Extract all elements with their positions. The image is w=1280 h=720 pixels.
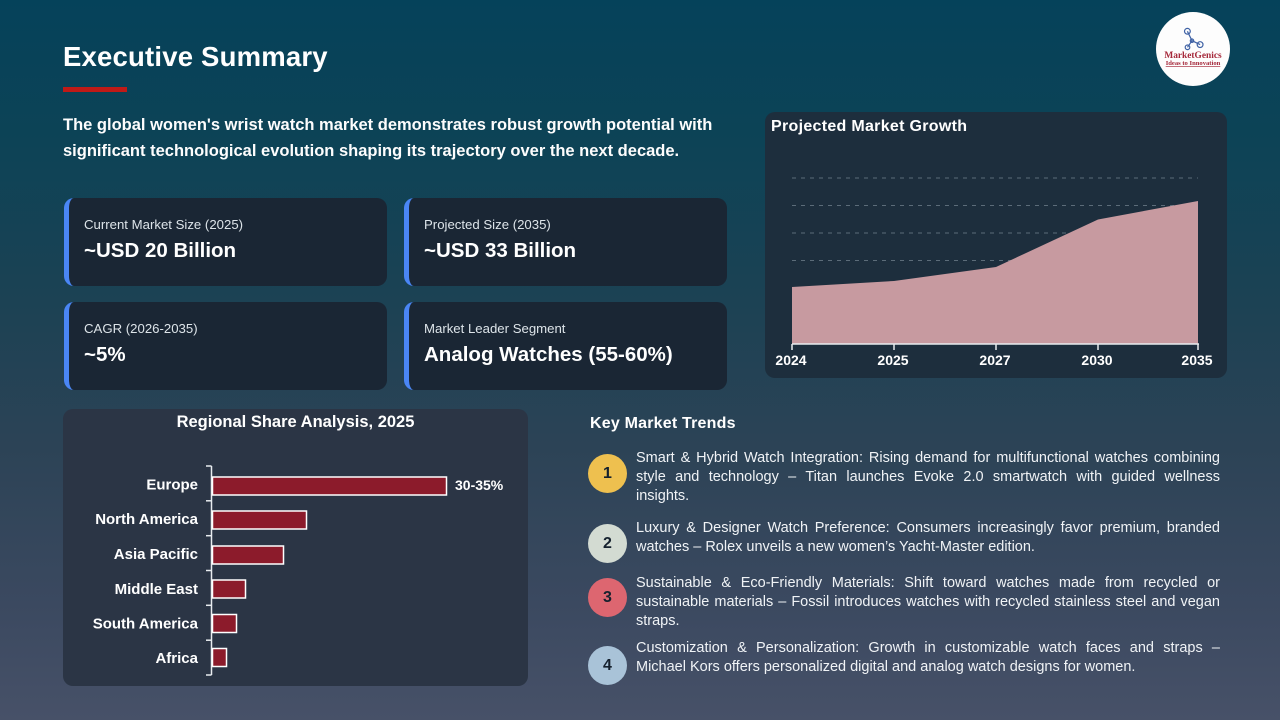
svg-text:South America: South America — [93, 616, 199, 633]
svg-text:Ideas to Innovation: Ideas to Innovation — [1166, 60, 1221, 67]
svg-text:Asia Pacific: Asia Pacific — [114, 546, 198, 563]
svg-text:2035: 2035 — [1181, 352, 1212, 368]
svg-text:Europe: Europe — [146, 476, 198, 493]
svg-text:North America: North America — [95, 511, 198, 528]
svg-text:30-35%: 30-35% — [455, 477, 504, 493]
svg-text:Africa: Africa — [155, 650, 198, 667]
svg-text:2025: 2025 — [877, 352, 908, 368]
svg-text:2027: 2027 — [979, 352, 1010, 368]
svg-text:2030: 2030 — [1081, 352, 1112, 368]
svg-text:2024: 2024 — [775, 352, 806, 368]
svg-text:Middle East: Middle East — [115, 581, 198, 598]
svg-text:MarketGenics: MarketGenics — [1164, 51, 1222, 61]
